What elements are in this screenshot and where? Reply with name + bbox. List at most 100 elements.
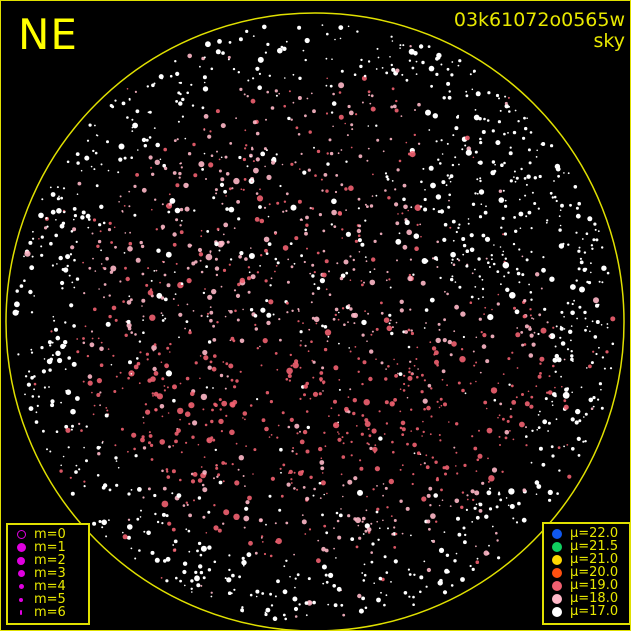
- star: [311, 207, 315, 210]
- star: [113, 226, 116, 229]
- star: [423, 327, 426, 329]
- star: [70, 245, 75, 250]
- star: [293, 471, 296, 474]
- star: [200, 229, 203, 232]
- star: [153, 371, 159, 376]
- star: [504, 436, 508, 440]
- star: [234, 480, 240, 486]
- star: [336, 519, 340, 523]
- star: [469, 247, 475, 253]
- star: [202, 291, 206, 295]
- star: [552, 392, 557, 397]
- star: [592, 238, 596, 242]
- star: [284, 617, 288, 621]
- star: [498, 435, 501, 438]
- star: [309, 272, 312, 275]
- star: [61, 221, 66, 225]
- magnitude-marker-icon: [14, 543, 28, 552]
- star: [507, 504, 510, 507]
- star: [364, 310, 366, 312]
- star: [145, 138, 149, 142]
- star: [302, 170, 307, 175]
- star: [392, 450, 395, 454]
- star: [191, 591, 193, 593]
- star: [428, 486, 433, 491]
- star: [185, 376, 190, 381]
- star: [499, 498, 503, 502]
- star: [155, 228, 158, 231]
- star: [477, 161, 481, 165]
- star: [341, 228, 344, 231]
- star: [40, 253, 44, 257]
- star: [446, 174, 449, 177]
- star: [488, 507, 493, 511]
- star: [65, 389, 72, 396]
- star: [191, 261, 196, 266]
- star: [504, 95, 507, 98]
- star: [264, 279, 268, 283]
- star: [488, 475, 495, 482]
- star: [499, 402, 503, 406]
- star: [210, 154, 214, 157]
- star: [128, 205, 131, 208]
- star: [147, 267, 150, 270]
- star: [501, 470, 504, 473]
- star: [266, 312, 272, 318]
- star: [438, 434, 441, 436]
- star: [352, 398, 357, 403]
- star: [235, 293, 241, 298]
- star: [413, 452, 416, 455]
- star: [239, 277, 245, 284]
- star: [304, 533, 307, 535]
- star: [368, 376, 373, 382]
- star: [62, 187, 66, 190]
- star: [446, 292, 449, 296]
- star: [347, 396, 350, 398]
- star: [312, 600, 316, 605]
- brightness-legend-row: μ=21.0: [550, 553, 623, 566]
- star: [367, 90, 371, 94]
- star: [70, 230, 74, 233]
- star: [566, 301, 570, 305]
- star: [82, 337, 85, 340]
- star: [244, 147, 247, 150]
- star: [336, 262, 339, 265]
- star: [150, 166, 153, 169]
- star: [237, 468, 240, 471]
- star: [293, 606, 299, 612]
- star: [223, 189, 228, 194]
- star: [295, 452, 298, 455]
- star: [579, 257, 583, 260]
- brightness-marker-icon: [550, 554, 564, 565]
- star: [252, 473, 254, 475]
- star: [147, 378, 152, 383]
- star: [322, 229, 326, 233]
- star: [207, 439, 210, 442]
- star: [286, 301, 289, 305]
- star: [60, 196, 63, 200]
- star: [293, 262, 296, 265]
- star: [173, 271, 176, 273]
- star: [229, 258, 233, 261]
- star: [537, 414, 540, 416]
- star: [275, 153, 278, 156]
- star: [165, 468, 169, 471]
- star: [264, 612, 268, 617]
- star: [412, 442, 417, 448]
- star: [390, 63, 393, 67]
- star: [338, 433, 340, 435]
- star: [311, 359, 314, 362]
- star: [559, 224, 562, 227]
- star: [205, 386, 209, 389]
- star: [412, 273, 415, 276]
- star: [123, 205, 126, 207]
- star: [515, 521, 519, 524]
- star: [395, 99, 398, 103]
- star: [357, 524, 360, 527]
- star: [492, 160, 495, 163]
- star: [435, 72, 439, 76]
- star: [213, 560, 217, 564]
- star: [328, 293, 332, 297]
- star: [449, 180, 452, 183]
- star: [457, 226, 460, 230]
